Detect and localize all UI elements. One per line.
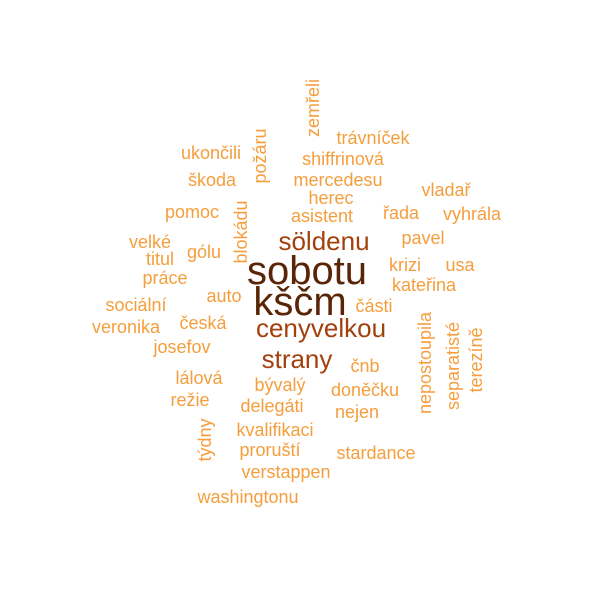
word-40: režie <box>170 390 210 410</box>
word-35: čnb <box>350 356 380 376</box>
word-22: gólu <box>186 242 222 262</box>
word-21: titul <box>145 249 175 269</box>
word-0: sobotu <box>246 249 368 293</box>
word-33: terezíně <box>466 327 486 393</box>
word-44: kvalifikaci <box>236 420 314 440</box>
word-19: velké <box>128 232 172 252</box>
word-23: krizi <box>389 255 421 275</box>
word-8: požáru <box>250 128 270 184</box>
word-11: mercedesu <box>293 170 383 190</box>
word-12: vladař <box>421 180 471 200</box>
word-45: proruští <box>239 440 301 460</box>
word-24: usa <box>445 255 475 275</box>
word-26: kateřina <box>391 275 457 295</box>
word-6: trávníček <box>336 128 410 148</box>
word-4: strany <box>261 344 333 374</box>
word-25: práce <box>142 268 188 288</box>
word-39: doněčku <box>330 380 400 400</box>
word-2: söldenu <box>278 226 370 256</box>
word-7: ukončili <box>180 143 242 163</box>
word-41: delegáti <box>240 396 304 416</box>
word-48: washingtonu <box>197 487 299 507</box>
word-1: kščm <box>253 280 347 324</box>
word-36: nepostoupila <box>415 311 435 415</box>
word-37: lálová <box>175 368 223 388</box>
word-34: josefov <box>153 337 211 357</box>
word-10: škoda <box>187 170 237 190</box>
word-17: vyhrála <box>442 204 502 224</box>
word-42: nejen <box>334 402 380 422</box>
word-46: stardance <box>336 443 416 463</box>
word-43: týdny <box>195 418 215 462</box>
word-9: shiffrinová <box>302 149 384 169</box>
word-16: řada <box>382 203 420 223</box>
word-28: sociální <box>105 295 167 315</box>
word-27: auto <box>206 286 242 306</box>
word-47: verstappen <box>241 462 331 482</box>
word-29: části <box>355 296 393 316</box>
word-5: zemřeli <box>303 78 323 138</box>
word-31: česká <box>179 313 227 333</box>
word-30: veronika <box>91 317 161 337</box>
word-18: blokádu <box>231 200 251 264</box>
word-15: asistent <box>290 206 354 226</box>
word-32: separatisté <box>443 321 463 411</box>
word-3: cenyvelkou <box>255 313 387 343</box>
word-38: bývalý <box>254 375 306 395</box>
word-14: pomoc <box>164 202 220 222</box>
word-13: herec <box>308 188 354 208</box>
word-20: pavel <box>401 228 445 248</box>
